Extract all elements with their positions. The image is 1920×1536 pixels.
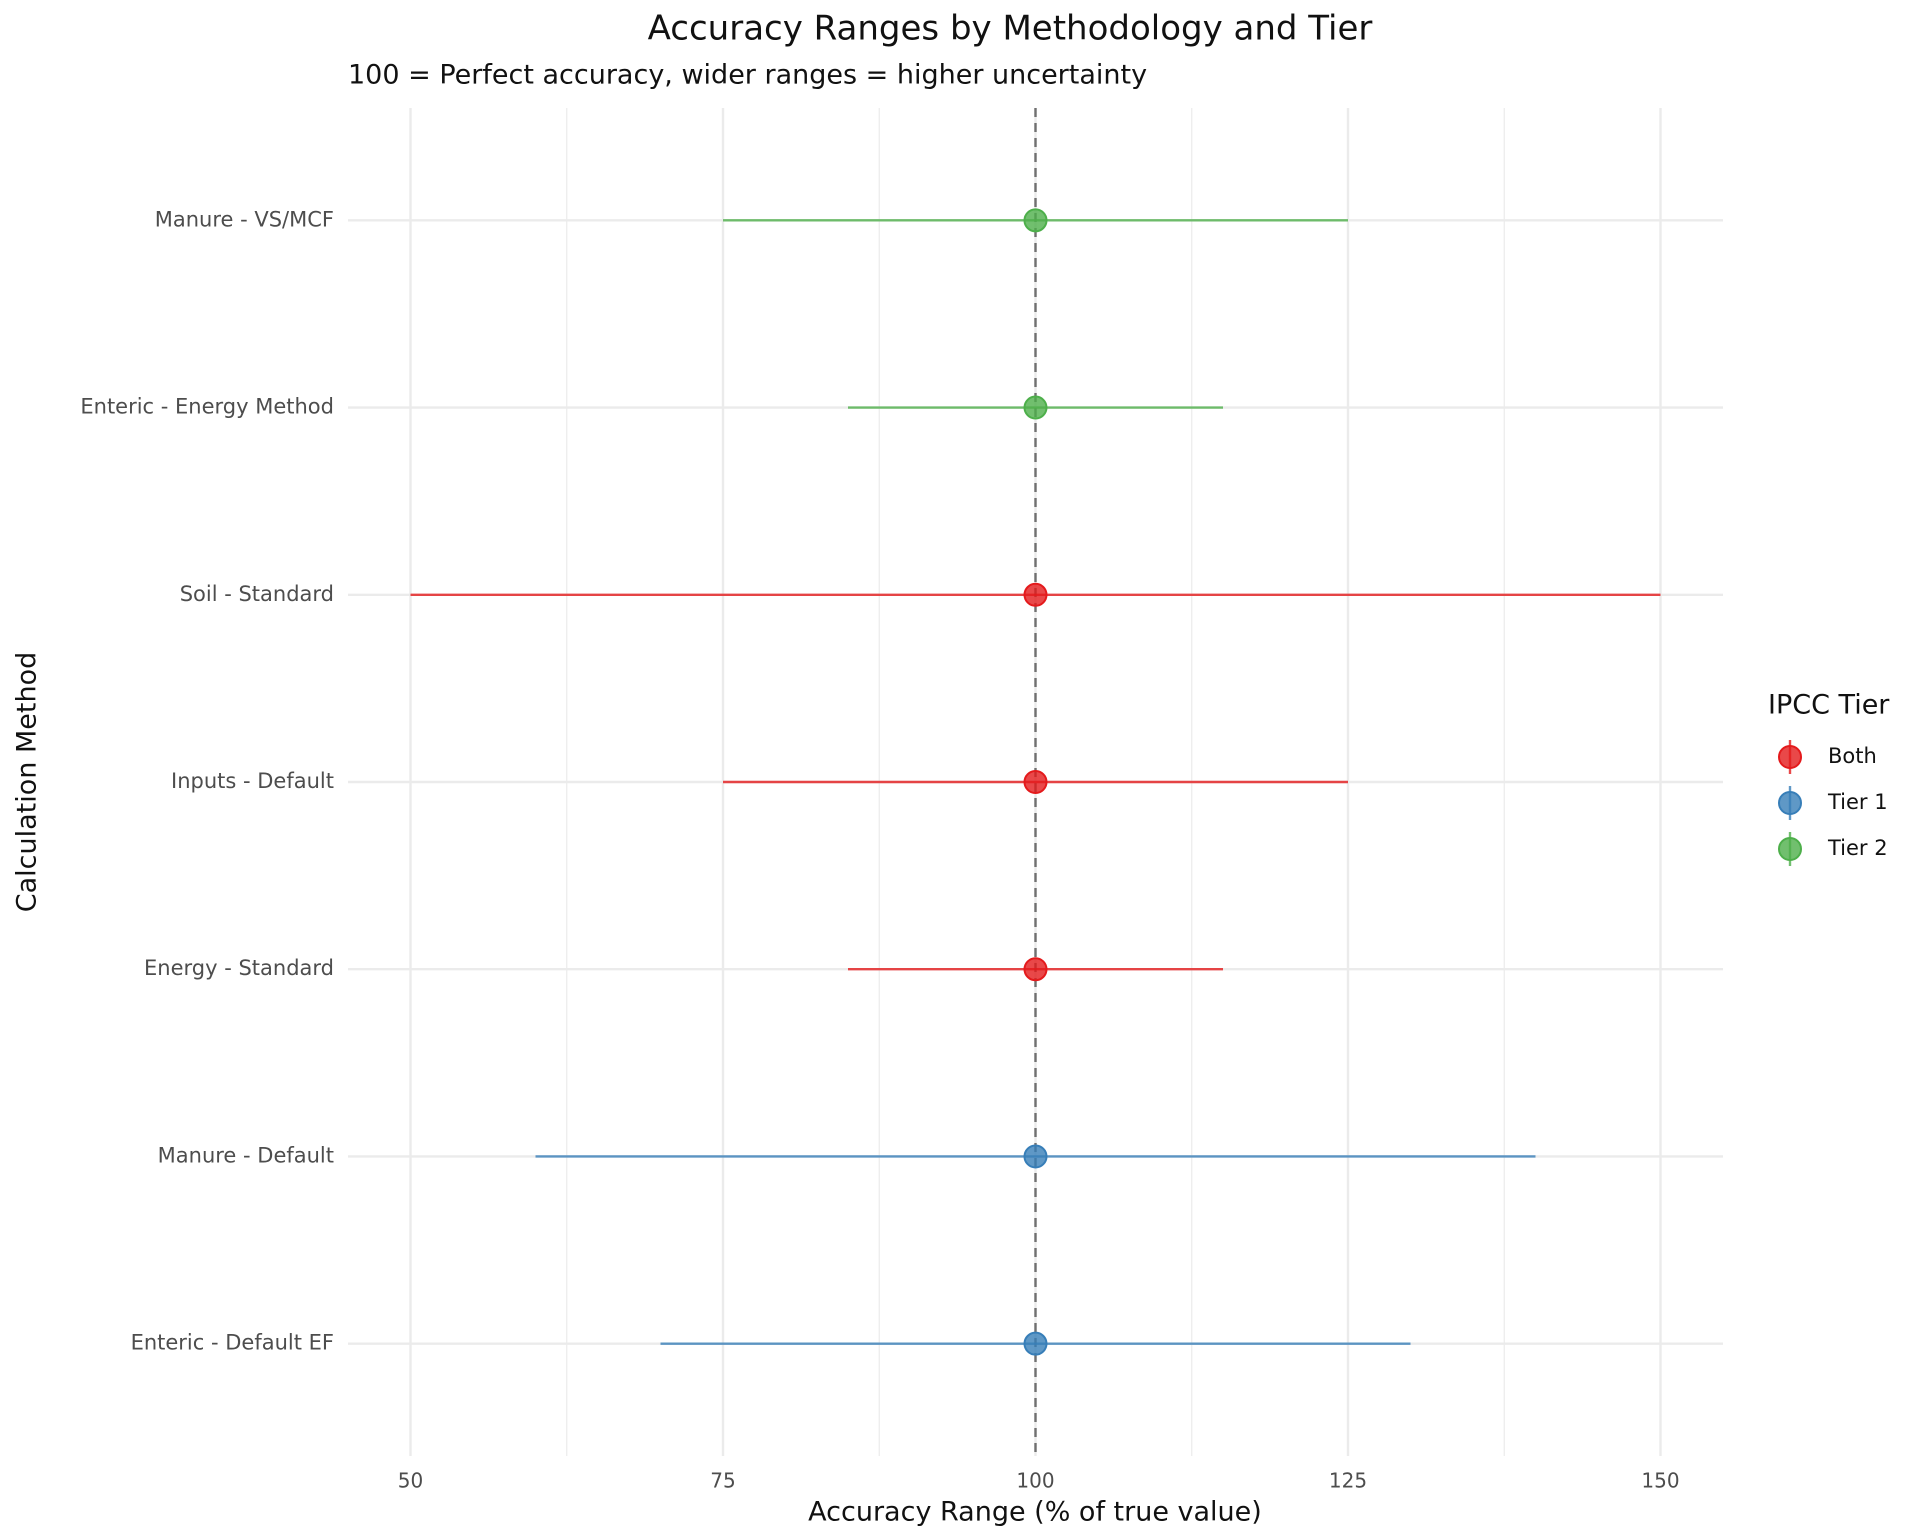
legend-label: Tier 1 [1827,790,1888,814]
y-tick-label: Enteric - Energy Method [80,395,334,419]
legend-key [1778,745,1802,769]
point [1023,1144,1048,1169]
y-tick-label: Energy - Standard [144,956,334,980]
point [1023,1331,1048,1356]
chart-title: Accuracy Ranges by Methodology and Tier [648,9,1373,49]
x-tick-label: 75 [710,1469,735,1493]
legend-title: IPCC Tier [1768,690,1890,721]
x-tick-label: 150 [1641,1469,1679,1493]
x-tick-label: 50 [398,1469,423,1493]
point [1023,770,1048,794]
x-tick-label: 125 [1329,1469,1367,1493]
point [1023,395,1048,420]
y-axis-label: Calculation Method [12,652,43,912]
point [1023,582,1048,607]
y-tick-label: Enteric - Default EF [131,1331,334,1355]
legend-label: Tier 2 [1827,836,1888,860]
y-tick-label: Manure - VS/MCF [155,207,334,231]
chart-subtitle: 100 = Perfect accuracy, wider ranges = h… [348,60,1147,91]
legend-key [1778,791,1802,815]
y-tick-label: Soil - Standard [180,582,334,606]
x-axis-label: Accuracy Range (% of true value) [808,1497,1262,1528]
legend-label: Both [1828,744,1877,768]
y-tick-label: Manure - Default [158,1143,334,1167]
y-tick-label: Inputs - Default [171,769,334,793]
x-tick-label: 100 [1016,1469,1054,1493]
point [1023,957,1048,982]
legend-key [1778,837,1802,861]
point [1023,208,1048,233]
